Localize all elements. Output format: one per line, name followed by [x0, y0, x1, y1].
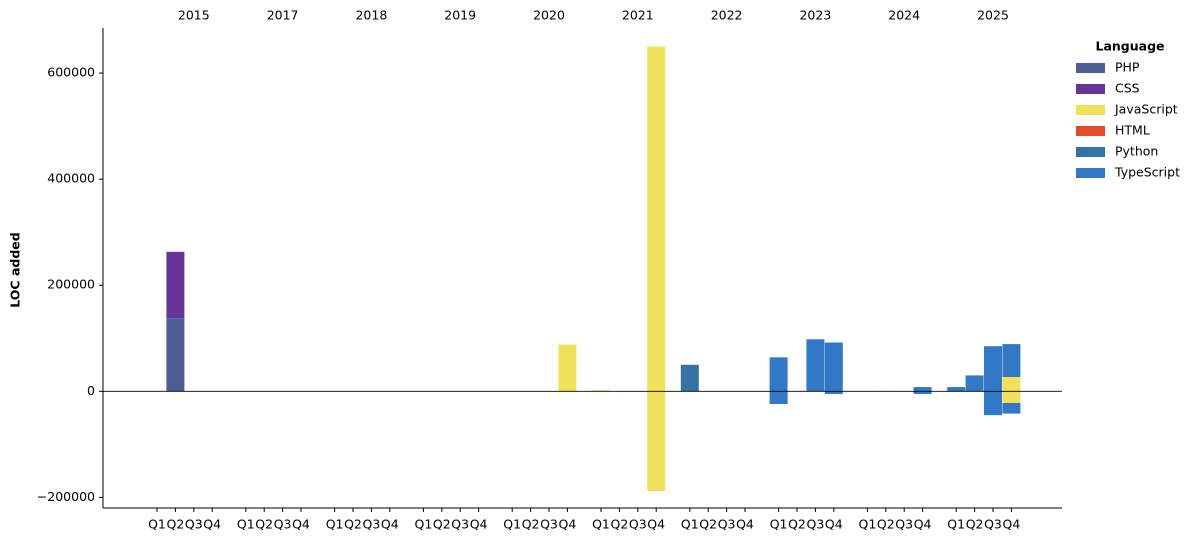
- legend-label: PHP: [1115, 60, 1140, 75]
- legend-title: Language: [1095, 39, 1164, 54]
- legend-swatch: [1076, 63, 1105, 73]
- bar-segment-removed: [769, 391, 788, 405]
- year-label: 2025: [977, 8, 1009, 23]
- x-tick-label: Q2: [699, 517, 717, 532]
- y-axis-label: LOC added: [8, 232, 23, 307]
- x-tick-label: Q3: [363, 517, 381, 532]
- y-tick-label: 200000: [47, 277, 95, 292]
- x-tick-label: Q1: [237, 517, 255, 532]
- bar-segment-removed: [824, 391, 843, 394]
- year-label: 2017: [267, 8, 299, 23]
- x-tick-label: Q2: [344, 517, 362, 532]
- x-tick-label: Q4: [1003, 517, 1021, 532]
- x-tick-label: Q3: [185, 517, 203, 532]
- bar-segment-removed: [913, 391, 932, 394]
- legend-swatch: [1076, 105, 1105, 115]
- x-tick-label: Q3: [984, 517, 1002, 532]
- x-tick-label: Q4: [559, 517, 577, 532]
- x-tick-label: Q4: [292, 517, 310, 532]
- x-tick-label: Q3: [718, 517, 736, 532]
- year-label: 2023: [799, 8, 831, 23]
- x-tick-label: Q1: [770, 517, 788, 532]
- legend-label: HTML: [1115, 123, 1150, 138]
- y-tick-label: 0: [87, 383, 95, 398]
- year-label: 2022: [711, 8, 743, 23]
- bar-segment: [769, 357, 788, 392]
- year-label: 2021: [622, 8, 654, 23]
- bar-segment: [984, 346, 1002, 392]
- y-tick-label: 600000: [47, 65, 95, 80]
- x-tick-label: Q1: [326, 517, 344, 532]
- x-tick-label: Q3: [895, 517, 913, 532]
- x-tick-label: Q2: [433, 517, 451, 532]
- x-tick-label: Q4: [647, 517, 665, 532]
- x-tick-label: Q3: [807, 517, 825, 532]
- x-tick-label: Q1: [859, 517, 877, 532]
- bar-segment: [166, 318, 185, 392]
- year-label: 2024: [888, 8, 920, 23]
- bar-segment: [913, 387, 932, 392]
- legend-swatch: [1076, 168, 1105, 178]
- bar-segment: [647, 46, 666, 392]
- bar-segment: [1002, 344, 1021, 377]
- legend-label: CSS: [1115, 81, 1140, 96]
- bar-segment: [824, 342, 843, 392]
- y-tick-label: 400000: [47, 171, 95, 186]
- bar-segment: [806, 339, 825, 392]
- year-label: 2020: [533, 8, 565, 23]
- x-tick-label: Q2: [255, 517, 273, 532]
- x-tick-label: Q1: [947, 517, 965, 532]
- legend-label: Python: [1115, 144, 1158, 159]
- x-tick-label: Q4: [381, 517, 399, 532]
- x-tick-label: Q1: [415, 517, 433, 532]
- year-label: 2018: [355, 8, 387, 23]
- bar-segment: [166, 251, 185, 319]
- bar-segment: [592, 390, 610, 392]
- bar-segment: [947, 387, 966, 392]
- y-tick-label: −200000: [37, 489, 95, 504]
- year-label: 2019: [444, 8, 476, 23]
- legend-swatch: [1076, 126, 1105, 136]
- x-tick-label: Q2: [522, 517, 540, 532]
- bar-segment-removed: [647, 391, 666, 492]
- legend-swatch: [1076, 147, 1105, 157]
- bar-segment: [1002, 376, 1021, 392]
- x-tick-label: Q4: [736, 517, 754, 532]
- x-tick-label: Q1: [681, 517, 699, 532]
- legend-label: TypeScript: [1114, 165, 1180, 180]
- bar-segment-removed: [984, 391, 1002, 416]
- legend-label: JavaScript: [1114, 102, 1178, 117]
- x-tick-label: Q1: [592, 517, 610, 532]
- x-tick-label: Q2: [877, 517, 895, 532]
- bar-segment: [558, 344, 577, 392]
- x-tick-label: Q3: [540, 517, 558, 532]
- year-label: 2015: [178, 8, 210, 23]
- x-tick-label: Q3: [274, 517, 292, 532]
- x-tick-label: Q2: [611, 517, 629, 532]
- x-tick-label: Q1: [148, 517, 166, 532]
- bar-segment: [965, 375, 984, 392]
- x-tick-label: Q2: [788, 517, 806, 532]
- bar-segment-removed: [1002, 391, 1021, 403]
- x-tick-label: Q4: [470, 517, 488, 532]
- x-tick-label: Q4: [914, 517, 932, 532]
- bar-segment: [680, 364, 699, 392]
- x-tick-label: Q4: [203, 517, 221, 532]
- legend-swatch: [1076, 84, 1105, 94]
- x-tick-label: Q1: [503, 517, 521, 532]
- x-tick-label: Q2: [966, 517, 984, 532]
- x-tick-label: Q3: [629, 517, 647, 532]
- x-tick-label: Q4: [825, 517, 843, 532]
- bar-segment-removed: [1002, 402, 1021, 414]
- x-tick-label: Q3: [451, 517, 469, 532]
- x-tick-label: Q2: [167, 517, 185, 532]
